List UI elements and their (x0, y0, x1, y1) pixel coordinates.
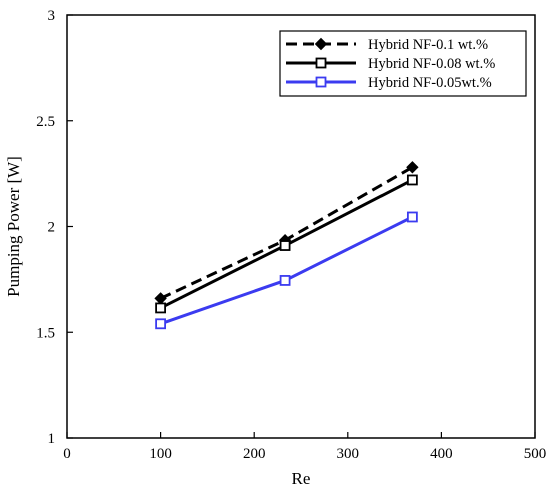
x-axis-label: Re (292, 469, 311, 488)
data-point (155, 302, 167, 314)
data-point (406, 174, 418, 186)
y-axis-label: Pumping Power [W] (4, 156, 23, 297)
y-tick-label: 2 (48, 220, 56, 236)
legend-item: Hybrid NF-0.05wt.% (286, 75, 492, 91)
legend-label: Hybrid NF-0.1 wt.% (368, 37, 488, 53)
data-point (406, 161, 419, 174)
x-tick-label: 100 (149, 446, 172, 462)
legend-marker (315, 76, 327, 88)
x-tick-label: 200 (243, 446, 266, 462)
legend-marker (314, 37, 328, 51)
legend: Hybrid NF-0.1 wt.% Hybrid NF-0.08 wt.% Hyb… (279, 30, 527, 97)
x-tick-label: 500 (524, 446, 547, 462)
legend-item: Hybrid NF-0.1 wt.% (286, 37, 488, 53)
data-point (155, 318, 167, 330)
y-tick-label: 1 (48, 431, 56, 447)
y-tick-label: 3 (48, 8, 56, 24)
legend-item: Hybrid NF-0.08 wt.% (286, 56, 495, 72)
y-tick-label: 2.5 (36, 114, 55, 130)
ticks: 0 100 200 300 400 500 1 1.5 2 2.5 3 (36, 8, 546, 462)
data-point (154, 292, 167, 305)
data-point (279, 240, 291, 251)
x-tick-label: 300 (337, 446, 360, 462)
y-tick-label: 1.5 (36, 325, 55, 341)
x-tick-label: 400 (430, 446, 453, 462)
series-group (154, 161, 419, 330)
legend-marker (315, 57, 327, 69)
data-point (279, 275, 291, 286)
series-line (160, 215, 414, 326)
legend-label: Hybrid NF-0.05wt.% (368, 75, 492, 91)
series-2 (155, 174, 418, 314)
legend-label: Hybrid NF-0.08 wt.% (368, 56, 495, 72)
x-tick-label: 0 (63, 446, 71, 462)
data-point (406, 211, 418, 223)
series-3 (155, 211, 418, 330)
